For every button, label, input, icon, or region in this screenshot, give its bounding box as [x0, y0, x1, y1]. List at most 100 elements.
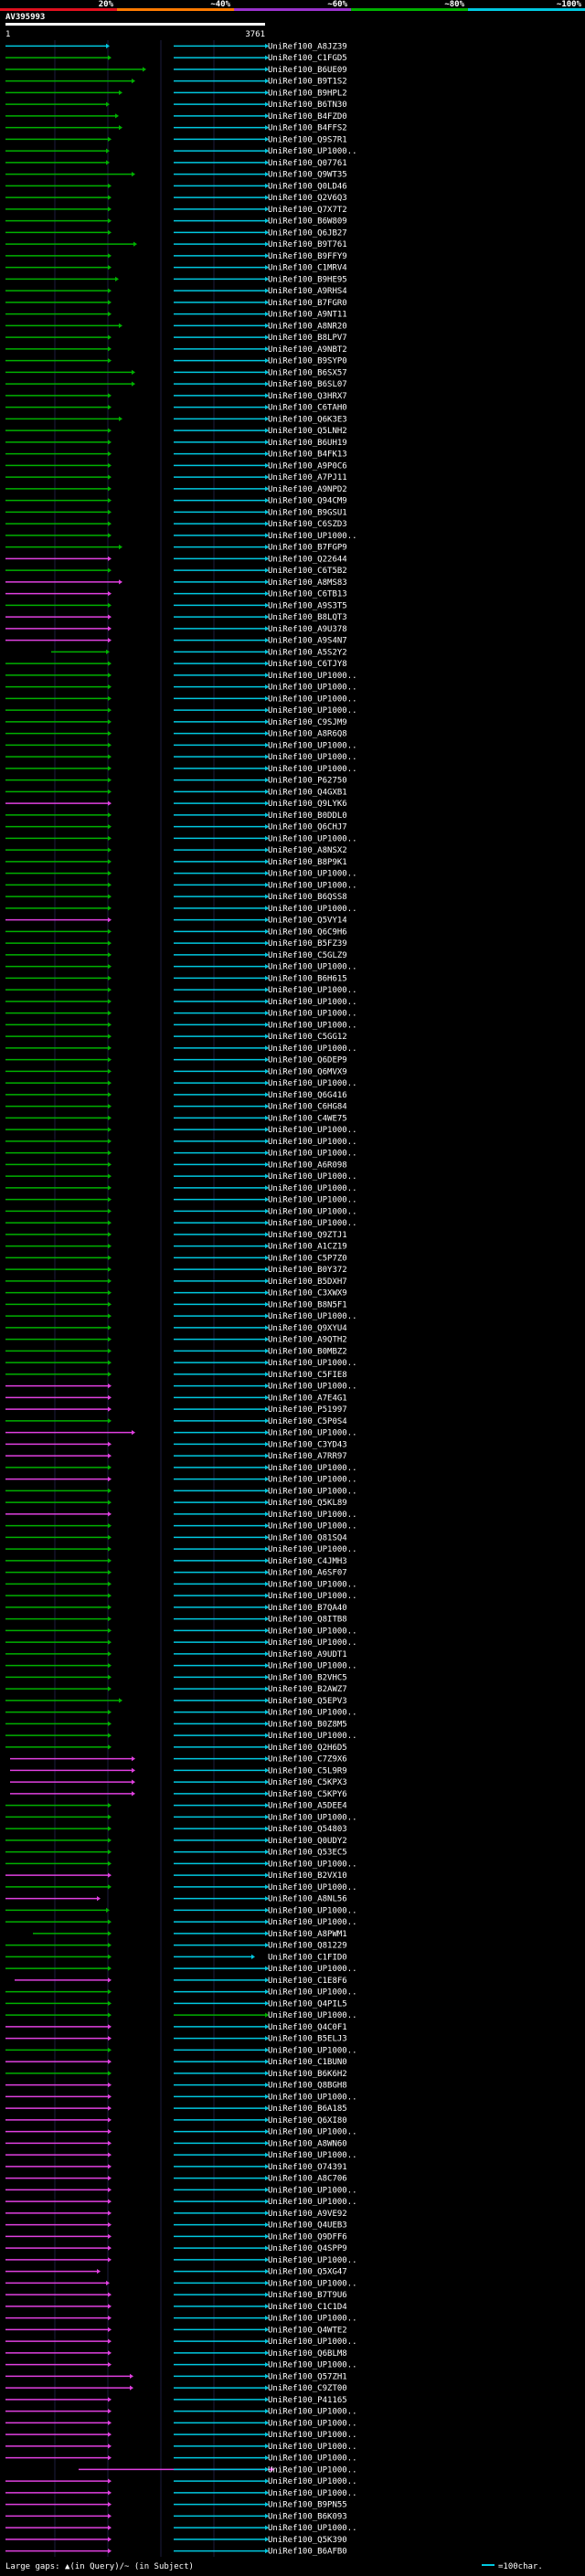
hit-label[interactable]: UniRef100_UP1000.. — [268, 1383, 357, 1392]
hit-label[interactable]: UniRef100_O74391 — [268, 2163, 347, 2172]
hit-label[interactable]: UniRef100_B4FZD0 — [268, 112, 347, 122]
hit-label[interactable]: UniRef100_UP1000.. — [268, 2337, 357, 2347]
hit-label[interactable]: UniRef100_UP1000.. — [268, 1511, 357, 1520]
hit-label[interactable]: UniRef100_C1E8F6 — [268, 1977, 347, 1986]
hit-label[interactable]: UniRef100_UP1000.. — [268, 1196, 357, 1205]
hit-label[interactable]: UniRef100_A8JZ39 — [268, 42, 347, 51]
hit-label[interactable]: UniRef100_UP1000.. — [268, 1988, 357, 1998]
hit-label[interactable]: UniRef100_UP1000.. — [268, 1522, 357, 1532]
hit-label[interactable]: UniRef100_UP1000.. — [268, 963, 357, 972]
hit-label[interactable]: UniRef100_Q6MVX9 — [268, 1067, 347, 1076]
hit-label[interactable]: UniRef100_A1CZ19 — [268, 1243, 347, 1252]
hit-label[interactable]: UniRef100_A7RR97 — [268, 1452, 347, 1461]
hit-label[interactable]: UniRef100_Q4C0F1 — [268, 2023, 347, 2032]
hit-label[interactable]: UniRef100_B8P9K1 — [268, 858, 347, 867]
hit-label[interactable]: UniRef100_UP1000.. — [268, 2419, 357, 2428]
hit-label[interactable]: UniRef100_A9NT11 — [268, 311, 347, 320]
hit-label[interactable]: UniRef100_UP1000.. — [268, 998, 357, 1007]
hit-label[interactable]: UniRef100_A8NL56 — [268, 1895, 347, 1904]
hit-label[interactable]: UniRef100_Q94CM9 — [268, 497, 347, 506]
hit-label[interactable]: UniRef100_UP1000.. — [268, 2524, 357, 2533]
hit-label[interactable]: UniRef100_UP1000.. — [268, 1150, 357, 1159]
hit-label[interactable]: UniRef100_UP1000.. — [268, 870, 357, 879]
hit-label[interactable]: UniRef100_A5S2Y2 — [268, 648, 347, 657]
hit-label[interactable]: UniRef100_A9NPD2 — [268, 485, 347, 494]
hit-label[interactable]: UniRef100_Q4WTE2 — [268, 2326, 347, 2335]
hit-label[interactable]: UniRef100_UP1000.. — [268, 1184, 357, 1193]
hit-label[interactable]: UniRef100_UP1000.. — [268, 986, 357, 995]
hit-label[interactable]: UniRef100_A9NBT2 — [268, 345, 347, 355]
hit-label[interactable]: UniRef100_UP1000.. — [268, 1429, 357, 1438]
hit-label[interactable]: UniRef100_B6UE09 — [268, 66, 347, 75]
hit-label[interactable]: UniRef100_Q8ITB8 — [268, 1616, 347, 1625]
hit-label[interactable]: UniRef100_C5P7Z0 — [268, 1254, 347, 1263]
hit-label[interactable]: UniRef100_UP1000.. — [268, 2256, 357, 2265]
hit-label[interactable]: UniRef100_UP1000.. — [268, 1172, 357, 1182]
hit-label[interactable]: UniRef100_C5L9R9 — [268, 1766, 347, 1776]
hit-label[interactable]: UniRef100_UP1000.. — [268, 1487, 357, 1496]
hit-label[interactable]: UniRef100_B0MBZ2 — [268, 1347, 347, 1356]
hit-label[interactable]: UniRef100_A9QTH2 — [268, 1336, 347, 1345]
hit-label[interactable]: UniRef100_B0Y372 — [268, 1266, 347, 1275]
hit-label[interactable]: UniRef100_B8N5F1 — [268, 1300, 347, 1309]
hit-label[interactable]: UniRef100_UP1000.. — [268, 1359, 357, 1368]
hit-label[interactable]: UniRef100_UP1000.. — [268, 2315, 357, 2324]
hit-label[interactable]: UniRef100_B6A185 — [268, 2104, 347, 2114]
hit-label[interactable]: UniRef100_A9RHS4 — [268, 287, 347, 296]
hit-label[interactable]: UniRef100_Q6BLM8 — [268, 2349, 347, 2359]
hit-label[interactable]: UniRef100_A7E4G1 — [268, 1394, 347, 1403]
hit-label[interactable]: UniRef100_Q53EC5 — [268, 1849, 347, 1858]
hit-label[interactable]: UniRef100_A9VE92 — [268, 2210, 347, 2219]
hit-label[interactable]: UniRef100_B9T761 — [268, 240, 347, 249]
hit-label[interactable]: UniRef100_C5GLZ9 — [268, 951, 347, 960]
hit-label[interactable]: UniRef100_B6AFB0 — [268, 2548, 347, 2557]
hit-label[interactable]: UniRef100_UP1000.. — [268, 2431, 357, 2440]
hit-label[interactable]: UniRef100_UP1000.. — [268, 1906, 357, 1915]
hit-label[interactable]: UniRef100_UP1000.. — [268, 2443, 357, 2452]
hit-label[interactable]: UniRef100_UP1000.. — [268, 2465, 357, 2475]
hit-label[interactable]: UniRef100_UP1000.. — [268, 1207, 357, 1216]
hit-label[interactable]: UniRef100_UP1000.. — [268, 2454, 357, 2464]
hit-label[interactable]: UniRef100_Q0LD46 — [268, 182, 347, 191]
hit-label[interactable]: UniRef100_UP1000.. — [268, 2046, 357, 2055]
hit-label[interactable]: UniRef100_Q9ZTJ1 — [268, 1231, 347, 1240]
hit-label[interactable]: UniRef100_A9U378 — [268, 625, 347, 634]
hit-label[interactable]: UniRef100_C1C1D4 — [268, 2303, 347, 2312]
hit-label[interactable]: UniRef100_C1FID0 — [268, 1953, 347, 1962]
hit-label[interactable]: UniRef100_UP1000.. — [268, 1662, 357, 1671]
hit-label[interactable]: UniRef100_C1FGD5 — [268, 54, 347, 63]
hit-label[interactable]: UniRef100_C5KPX3 — [268, 1778, 347, 1787]
hit-label[interactable]: UniRef100_C5P0S4 — [268, 1417, 347, 1426]
hit-label[interactable]: UniRef100_C9ZT00 — [268, 2384, 347, 2393]
hit-label[interactable]: UniRef100_A7PJ11 — [268, 473, 347, 482]
hit-label[interactable]: UniRef100_B9SYP0 — [268, 357, 347, 366]
hit-label[interactable]: UniRef100_UP1000.. — [268, 706, 357, 716]
hit-label[interactable]: UniRef100_UP1000.. — [268, 1580, 357, 1589]
hit-label[interactable]: UniRef100_A8NSX2 — [268, 846, 347, 855]
hit-label[interactable]: UniRef100_Q5KL89 — [268, 1499, 347, 1508]
hit-label[interactable]: UniRef100_Q6CHJ7 — [268, 823, 347, 832]
hit-label[interactable]: UniRef100_A9P0C6 — [268, 461, 347, 471]
hit-label[interactable]: UniRef100_Q5K390 — [268, 2536, 347, 2545]
hit-label[interactable]: UniRef100_UP1000.. — [268, 1883, 357, 1892]
hit-label[interactable]: UniRef100_Q2H6D5 — [268, 1744, 347, 1753]
hit-label[interactable]: UniRef100_C3YD43 — [268, 1440, 347, 1449]
hit-label[interactable]: UniRef100_A6R098 — [268, 1161, 347, 1170]
hit-label[interactable]: UniRef100_C6TJY8 — [268, 660, 347, 669]
hit-label[interactable]: UniRef100_Q9DFF6 — [268, 2232, 347, 2242]
hit-label[interactable]: UniRef100_UP1000.. — [268, 1965, 357, 1974]
hit-label[interactable]: UniRef100_Q9S7R1 — [268, 135, 347, 144]
hit-label[interactable]: UniRef100_A9S3T5 — [268, 601, 347, 610]
hit-label[interactable]: UniRef100_B6K6H2 — [268, 2070, 347, 2079]
hit-label[interactable]: UniRef100_Q9LYK6 — [268, 800, 347, 809]
hit-label[interactable]: UniRef100_Q4UEB3 — [268, 2221, 347, 2231]
hit-label[interactable]: UniRef100_UP1000.. — [268, 1709, 357, 1718]
hit-label[interactable]: UniRef100_UP1000.. — [268, 1079, 357, 1088]
hit-label[interactable]: UniRef100_Q4GXB1 — [268, 788, 347, 797]
hit-label[interactable]: UniRef100_UP1000.. — [268, 2011, 357, 2020]
hit-label[interactable]: UniRef100_A8R6Q8 — [268, 730, 347, 739]
hit-label[interactable]: UniRef100_C6TAH0 — [268, 404, 347, 413]
hit-label[interactable]: UniRef100_Q9WT35 — [268, 171, 347, 180]
hit-label[interactable]: UniRef100_Q8BGH8 — [268, 2082, 347, 2091]
hit-label[interactable]: UniRef100_UP1000.. — [268, 2128, 357, 2137]
